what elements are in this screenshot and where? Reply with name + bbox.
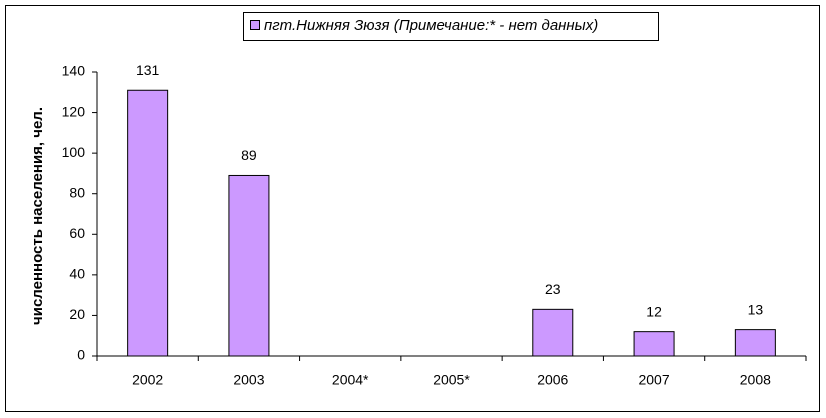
data-label: 12 (646, 303, 662, 319)
y-tick-label: 100 (62, 144, 86, 160)
data-label: 23 (545, 281, 561, 297)
y-tick-label: 60 (69, 225, 85, 241)
data-label: 13 (748, 301, 764, 317)
y-axis-title: численность населения, чел. (29, 107, 46, 325)
x-tick-label: 2005* (433, 372, 470, 388)
bar (633, 331, 675, 357)
y-tick-label: 140 (62, 63, 86, 79)
y-tick-label: 40 (69, 266, 85, 282)
y-tick-label: 0 (77, 347, 85, 363)
x-tick-label: 2004* (332, 372, 369, 388)
x-tick-label: 2006 (537, 372, 568, 388)
legend-swatch (250, 20, 260, 30)
y-tick-label: 80 (69, 184, 85, 200)
x-tick-label: 2002 (132, 372, 163, 388)
legend-box (243, 12, 659, 41)
bar (127, 89, 169, 357)
y-tick-label: 20 (69, 306, 85, 322)
bar (532, 308, 574, 357)
x-tick-label: 2008 (740, 372, 771, 388)
x-tick-label: 2007 (638, 372, 669, 388)
bar (734, 329, 776, 357)
legend-label: пгт.Нижняя Зюзя (Примечание:* - нет данн… (264, 17, 598, 34)
data-label: 131 (136, 62, 160, 78)
x-tick-label: 2003 (233, 372, 264, 388)
data-label: 89 (241, 147, 257, 163)
y-tick-label: 120 (62, 103, 86, 119)
bar (228, 174, 270, 357)
